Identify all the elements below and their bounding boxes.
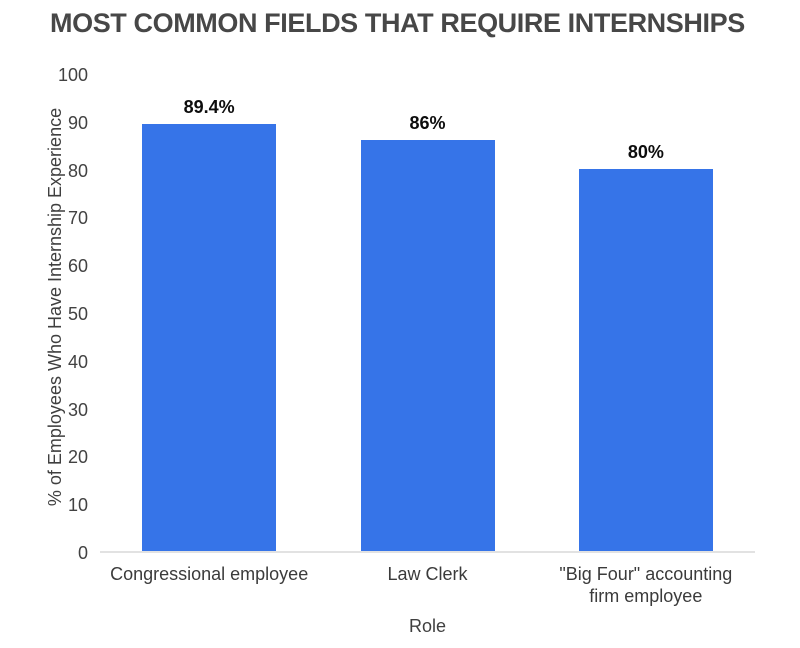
y-tick-label: 60 — [67, 256, 88, 277]
plot-area: 0 10 20 30 40 50 60 70 80 90 100 89.4% 86% 80% — [58, 65, 755, 563]
y-tick-label: 40 — [67, 351, 88, 372]
y-tick-label: 10 — [67, 495, 88, 516]
bar — [360, 139, 495, 551]
y-tick-label: 50 — [67, 304, 88, 324]
y-tick-label: 70 — [67, 208, 88, 229]
x-category-label: Law Clerk — [387, 564, 468, 584]
y-tick-label: 0 — [77, 543, 88, 563]
y-tick-label: 80 — [67, 160, 88, 181]
x-category-label: Congressional employee — [110, 564, 309, 584]
y-tick-label: 100 — [57, 65, 88, 85]
x-category-label: "Big Four" accounting firm employee — [559, 564, 733, 606]
bar — [142, 123, 277, 551]
bar-value-label: 86% — [409, 112, 446, 133]
bar-value-label: 80% — [627, 141, 664, 162]
y-tick-label: 30 — [67, 399, 88, 420]
chart-title: MOST COMMON FIELDS THAT REQUIRE INTERNSH… — [50, 8, 745, 38]
bar-value-label: 89.4% — [183, 96, 235, 117]
x-axis-title: Role — [408, 616, 447, 636]
bar — [578, 168, 713, 551]
y-tick-label: 90 — [67, 112, 88, 133]
y-tick-label: 20 — [67, 447, 88, 468]
